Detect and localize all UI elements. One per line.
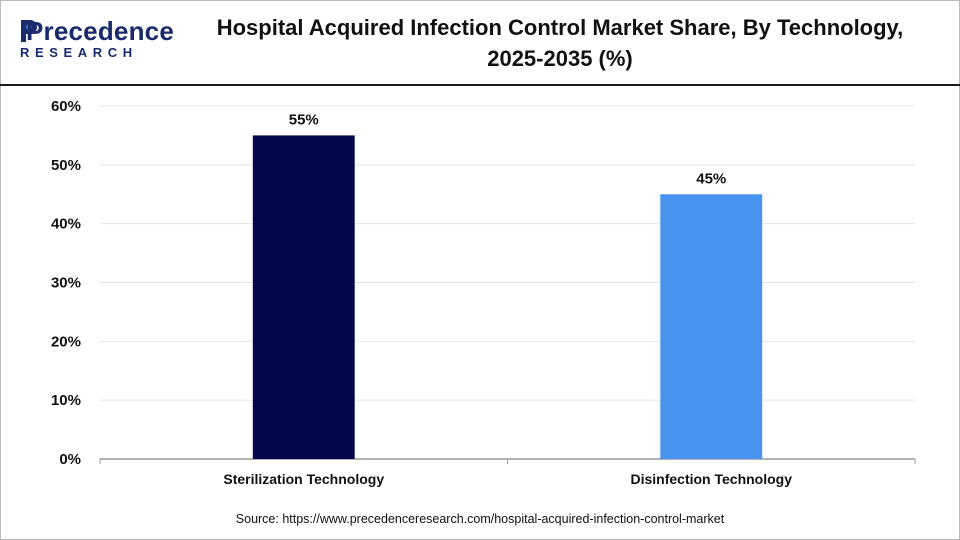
title-divider <box>0 84 960 86</box>
bar <box>252 135 355 459</box>
y-tick-label: 20% <box>51 333 81 350</box>
precedence-research-logo: Precedence RESEARCH <box>18 16 174 64</box>
logo-wordmark: Precedence <box>26 16 174 46</box>
logo-subtext: RESEARCH <box>20 45 138 60</box>
data-label: 55% <box>289 111 319 128</box>
bar-chart: 0% 10% 20% 30% 40% 50% 60% 55% Sterilization Tec… <box>51 98 916 487</box>
y-tick-label: 10% <box>51 392 81 409</box>
x-category-label: Disinfection Technology <box>630 471 792 487</box>
bar <box>660 194 763 459</box>
y-tick-label: 60% <box>51 98 81 115</box>
chart-title: Hospital Acquired Infection Control Mark… <box>216 15 904 71</box>
data-label: 45% <box>696 170 726 187</box>
y-tick-label: 50% <box>51 157 81 174</box>
y-tick-label: 40% <box>51 216 81 233</box>
source-note: Source: https://www.precedenceresearch.c… <box>235 512 725 526</box>
y-tick-label: 0% <box>59 451 81 468</box>
x-category-label: Sterilization Technology <box>223 471 384 487</box>
y-tick-label: 30% <box>51 275 81 292</box>
logo-p-icon <box>21 20 37 42</box>
